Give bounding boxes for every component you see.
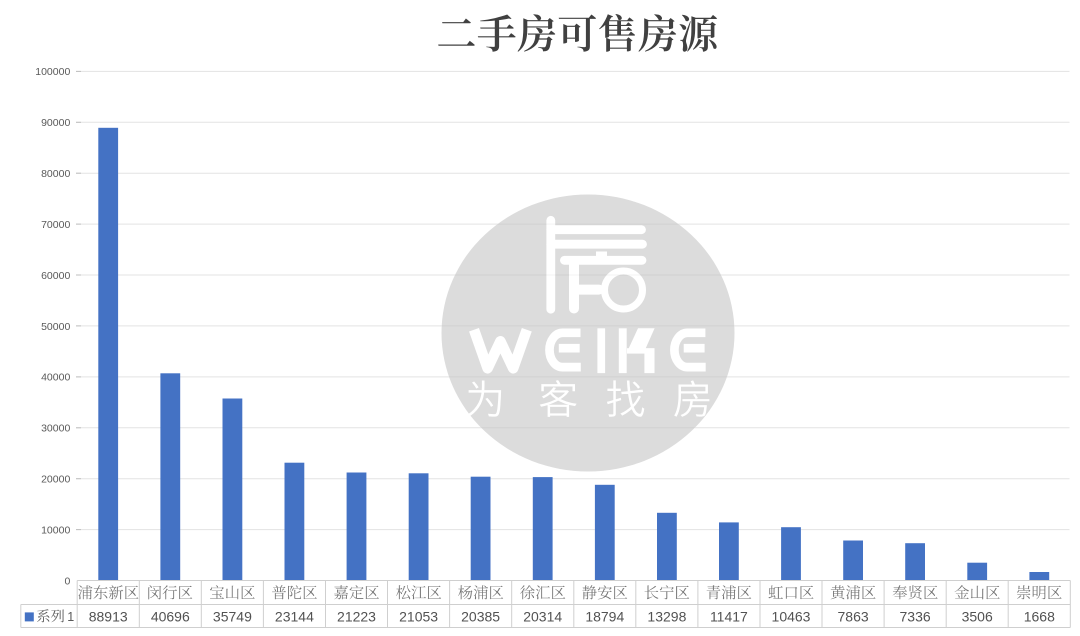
svg-text:20385: 20385 (461, 609, 500, 625)
svg-text:90000: 90000 (41, 117, 70, 129)
svg-text:21053: 21053 (399, 609, 438, 625)
svg-text:13298: 13298 (647, 609, 686, 625)
svg-text:7863: 7863 (838, 609, 869, 625)
svg-text:18794: 18794 (585, 609, 624, 625)
svg-text:30000: 30000 (41, 423, 70, 435)
svg-text:7336: 7336 (900, 609, 931, 625)
svg-text:50000: 50000 (41, 321, 70, 333)
svg-text:40000: 40000 (41, 372, 70, 384)
svg-text:10463: 10463 (772, 609, 811, 625)
svg-text:20314: 20314 (523, 609, 562, 625)
svg-text:20000: 20000 (41, 474, 70, 486)
svg-text:70000: 70000 (41, 219, 70, 231)
svg-text:35749: 35749 (213, 609, 252, 625)
svg-text:1668: 1668 (1024, 609, 1055, 625)
svg-text:100000: 100000 (35, 66, 70, 78)
svg-text:10000: 10000 (41, 524, 70, 536)
svg-text:40696: 40696 (151, 609, 190, 625)
svg-text:80000: 80000 (41, 168, 70, 180)
svg-text:60000: 60000 (41, 270, 70, 282)
svg-text:0: 0 (64, 575, 70, 587)
svg-text:88913: 88913 (89, 609, 128, 625)
svg-text:3506: 3506 (962, 609, 993, 625)
svg-text:23144: 23144 (275, 609, 314, 625)
svg-text:11417: 11417 (710, 609, 748, 625)
svg-text:1: 1 (67, 610, 74, 624)
svg-text:21223: 21223 (337, 609, 376, 625)
